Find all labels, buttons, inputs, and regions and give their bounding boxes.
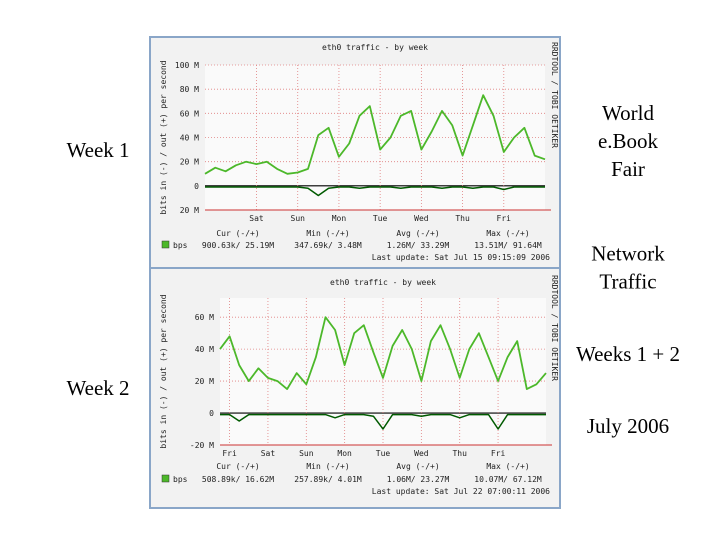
chart-title: eth0 traffic - by week (330, 278, 436, 287)
stat-value: 508.89k/ 16.62M (202, 475, 274, 484)
traffic-line (220, 413, 546, 430)
x-tick-label: Tue (376, 449, 391, 458)
watermark: RRDTOOL / TOBI OETIKER (550, 275, 559, 381)
legend-swatch (161, 240, 170, 249)
x-tick-label: Mon (332, 214, 347, 223)
slide-label: Weeks 1 + 2 (576, 342, 680, 366)
stat-header: Cur (-/+) (216, 462, 259, 471)
x-tick-label: Tue (373, 214, 388, 223)
watermark: RRDTOOL / TOBI OETIKER (550, 42, 559, 148)
x-tick-label: Fri (497, 214, 512, 223)
last-update: Last update: Sat Jul 22 07:00:11 2006 (372, 487, 550, 496)
stat-header: Avg (-/+) (396, 229, 439, 238)
slide-label: July 2006 (587, 414, 669, 438)
y-tick-label: 60 M (195, 313, 214, 322)
y-axis-label: bits in (-) / out (+) per second (159, 60, 168, 214)
x-tick-label: Sat (261, 449, 276, 458)
x-tick-label: Sat (249, 214, 264, 223)
stat-value: 10.07M/ 67.12M (474, 475, 542, 484)
stat-header: Cur (-/+) (216, 229, 259, 238)
legend-label: bps (173, 241, 188, 250)
slide-label: Network Traffic (591, 242, 665, 294)
y-tick-label: 0 (209, 409, 214, 418)
x-tick-label: Wed (414, 449, 429, 458)
stat-value: 13.51M/ 91.64M (474, 241, 542, 250)
stat-value: 257.89k/ 4.01M (294, 475, 362, 484)
y-tick-label: 20 M (180, 158, 199, 167)
y-tick-label: 20 M (195, 377, 214, 386)
legend-label: bps (173, 475, 188, 484)
traffic-chart: eth0 traffic - by week bits in (-) / out … (149, 267, 561, 509)
stat-header: Min (-/+) (306, 229, 349, 238)
x-tick-label: Thu (452, 449, 467, 458)
y-tick-label: 80 M (180, 85, 199, 94)
y-tick-label: 100 M (175, 61, 199, 70)
y-tick-label: 0 (194, 182, 199, 191)
week-label: Week 2 (66, 376, 129, 400)
week-label: Week 1 (66, 138, 129, 162)
x-tick-label: Wed (414, 214, 429, 223)
plot-area (220, 298, 546, 445)
stat-header: Max (-/+) (486, 462, 529, 471)
stat-header: Min (-/+) (306, 462, 349, 471)
stat-header: Max (-/+) (486, 229, 529, 238)
y-tick-label: 40 M (180, 134, 199, 143)
slide-label: World e.Book Fair (598, 101, 659, 181)
legend-swatch (161, 474, 170, 483)
x-tick-label: Fri (491, 449, 506, 458)
traffic-line (205, 186, 545, 197)
y-tick-label: 20 M (180, 206, 199, 215)
stat-value: 900.63k/ 25.19M (202, 241, 274, 250)
x-tick-label: Sun (299, 449, 314, 458)
x-tick-label: Fri (222, 449, 237, 458)
x-tick-label: Sun (291, 214, 306, 223)
chart-title: eth0 traffic - by week (322, 43, 428, 52)
stat-header: Avg (-/+) (396, 462, 439, 471)
last-update: Last update: Sat Jul 15 09:15:09 2006 (372, 253, 550, 262)
stat-value: 1.26M/ 33.29M (387, 241, 450, 250)
y-axis-label: bits in (-) / out (+) per second (159, 294, 168, 448)
stat-value: 1.06M/ 23.27M (387, 475, 450, 484)
stat-value: 347.69k/ 3.48M (294, 241, 362, 250)
traffic-chart: eth0 traffic - by week bits in (-) / out … (149, 36, 561, 270)
y-tick-label: 40 M (195, 345, 214, 354)
traffic-line (204, 94, 546, 175)
x-tick-label: Thu (455, 214, 470, 223)
traffic-line (219, 316, 547, 390)
y-tick-label: -20 M (190, 441, 214, 450)
x-tick-label: Mon (337, 449, 352, 458)
y-tick-label: 60 M (180, 109, 199, 118)
